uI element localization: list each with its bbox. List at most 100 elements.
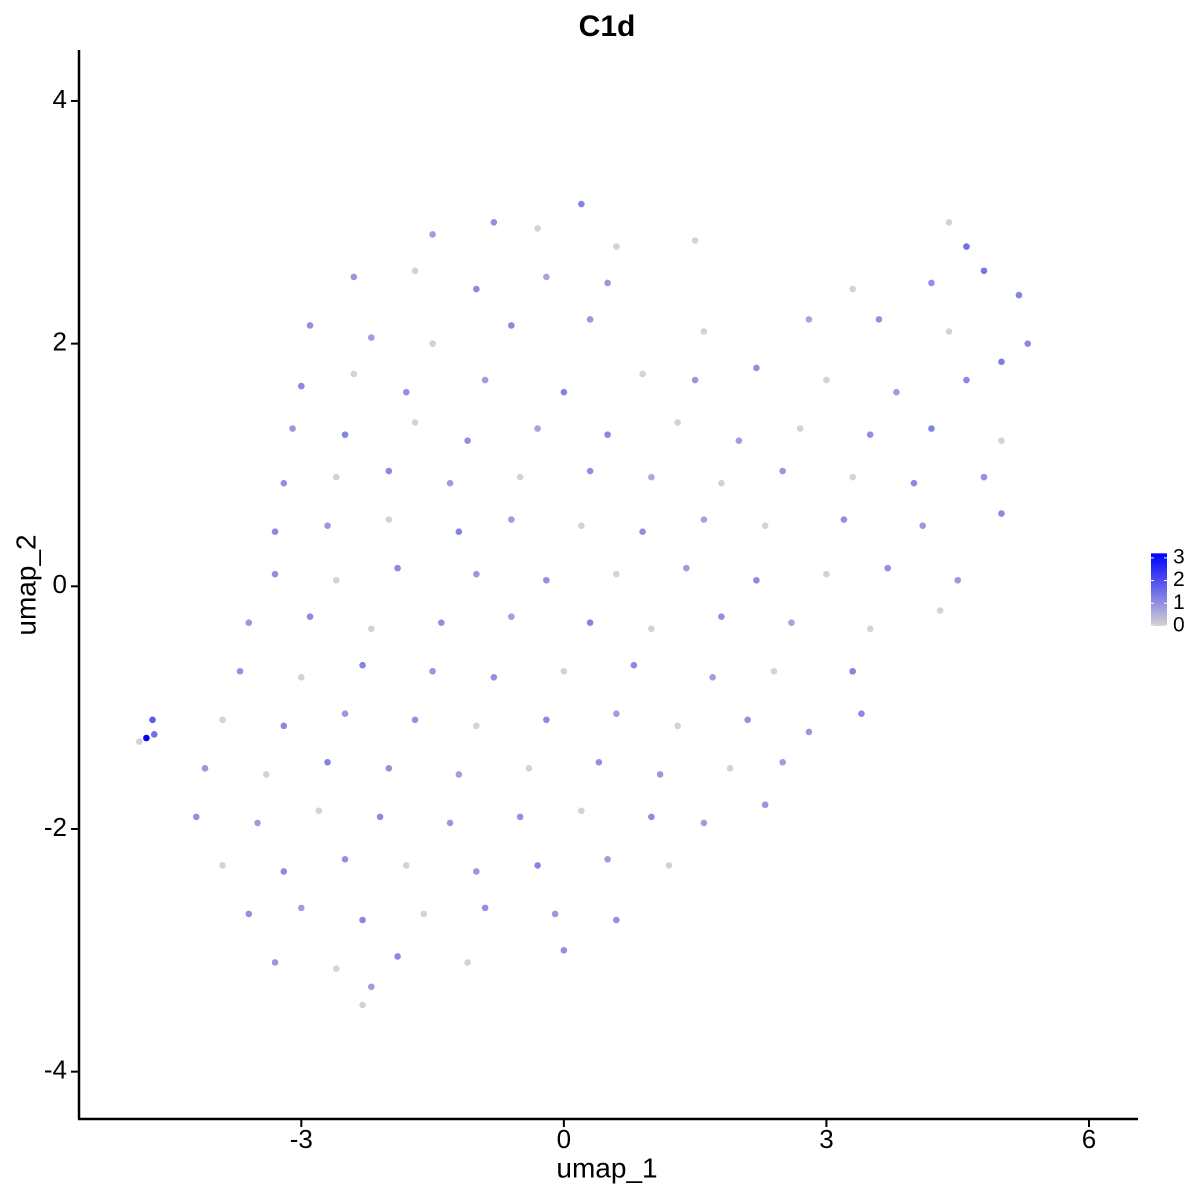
point	[613, 710, 620, 718]
point	[280, 479, 288, 487]
point	[735, 437, 743, 445]
point	[350, 273, 358, 281]
point	[595, 758, 603, 766]
point	[683, 564, 690, 572]
y-tick-label: 2	[53, 327, 67, 357]
point	[875, 316, 883, 323]
point	[324, 522, 331, 529]
point	[761, 522, 769, 529]
point	[770, 667, 778, 675]
point	[481, 904, 489, 912]
point	[630, 661, 638, 669]
point	[945, 219, 953, 226]
point	[420, 910, 428, 918]
point	[998, 358, 1005, 366]
point	[473, 570, 480, 578]
point	[753, 364, 760, 372]
point	[928, 279, 935, 287]
color-bar	[1151, 553, 1167, 626]
point	[998, 510, 1005, 517]
point	[271, 570, 279, 578]
point	[866, 625, 874, 633]
point	[136, 738, 143, 745]
point	[578, 807, 585, 815]
point	[674, 722, 681, 730]
point	[280, 868, 288, 875]
point	[236, 667, 244, 675]
point	[473, 722, 480, 730]
point	[516, 473, 524, 481]
point	[980, 473, 988, 481]
point	[779, 758, 786, 766]
point	[936, 607, 944, 614]
point	[788, 619, 795, 627]
point	[849, 473, 856, 481]
point	[508, 613, 515, 620]
point	[534, 225, 541, 232]
point	[429, 667, 436, 675]
point	[306, 322, 314, 329]
chart-title: C1d	[579, 10, 636, 43]
point	[858, 710, 865, 718]
point	[254, 819, 261, 827]
y-tick-label: 0	[53, 569, 67, 599]
point	[473, 868, 480, 875]
point	[403, 388, 410, 396]
point	[560, 388, 568, 396]
point	[919, 522, 926, 529]
point	[586, 467, 594, 475]
point	[849, 667, 856, 675]
point	[376, 813, 384, 821]
point	[560, 947, 568, 954]
point	[543, 273, 550, 281]
point	[849, 285, 856, 293]
point	[613, 916, 620, 924]
point	[613, 570, 620, 578]
point	[1024, 340, 1032, 347]
point	[910, 479, 918, 487]
point	[954, 576, 962, 584]
point	[691, 376, 699, 384]
point	[963, 243, 970, 250]
point	[516, 813, 524, 821]
point	[709, 674, 716, 681]
point	[245, 910, 253, 918]
point	[333, 576, 340, 584]
y-tick-label: -2	[44, 812, 67, 842]
point	[639, 370, 646, 378]
point	[604, 279, 611, 287]
point	[700, 516, 708, 523]
point	[324, 758, 331, 766]
point	[271, 959, 279, 966]
point	[779, 467, 786, 475]
point	[823, 570, 830, 578]
x-axis-label: umap_1	[556, 1152, 657, 1183]
point	[665, 862, 673, 869]
point	[586, 619, 594, 627]
point	[333, 965, 340, 972]
point	[543, 716, 550, 724]
point	[490, 219, 498, 226]
point	[718, 613, 725, 620]
point	[262, 771, 270, 778]
point	[219, 862, 226, 869]
x-tick-label: 3	[819, 1124, 833, 1154]
point	[823, 376, 830, 384]
point	[674, 419, 681, 426]
point	[368, 334, 375, 341]
legend-label: 2	[1173, 568, 1185, 591]
point	[796, 425, 804, 432]
legend-label: 0	[1173, 614, 1185, 637]
point	[446, 819, 454, 827]
point	[245, 619, 253, 627]
point	[280, 722, 288, 730]
point	[438, 619, 445, 627]
y-axis-label: umap_2	[10, 534, 41, 635]
point	[893, 388, 900, 396]
point	[271, 528, 279, 536]
point	[341, 710, 349, 718]
point	[368, 625, 375, 633]
point	[551, 910, 559, 918]
point	[394, 564, 401, 572]
